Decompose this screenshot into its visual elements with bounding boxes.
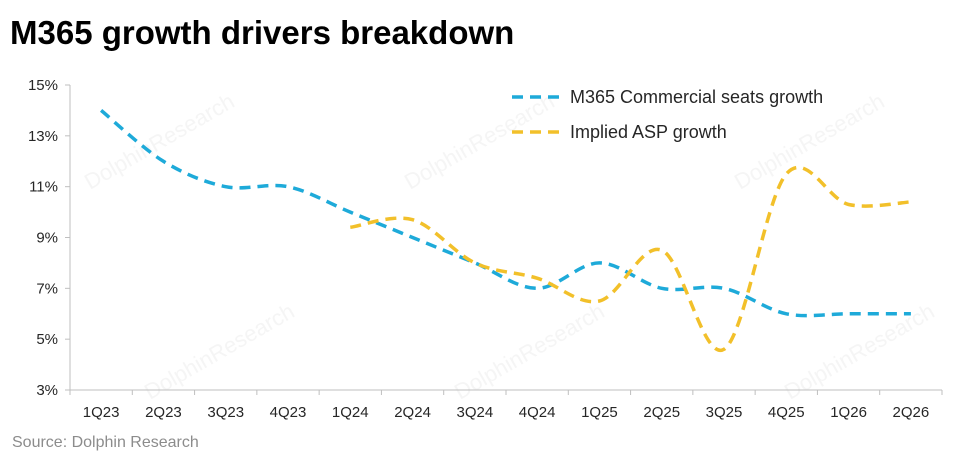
series-line-seats-growth	[99, 109, 911, 318]
x-tick-label: 3Q23	[207, 404, 244, 421]
source-note: Source: Dolphin Research	[12, 434, 199, 451]
svg-text:DolphinResearch: DolphinResearch	[400, 88, 559, 194]
x-tick-label: 4Q23	[270, 404, 307, 421]
x-tick-label: 4Q24	[519, 404, 556, 421]
series-line-asp-growth	[350, 165, 912, 353]
svg-text:DolphinResearch: DolphinResearch	[80, 88, 239, 194]
x-tick-label: 1Q24	[332, 404, 369, 421]
watermarks: DolphinResearch DolphinResearch DolphinR…	[80, 88, 939, 404]
legend-label: M365 Commercial seats growth	[570, 87, 823, 107]
y-tick-label: 7%	[36, 280, 58, 297]
x-tick-label: 2Q23	[145, 404, 182, 421]
y-tick-label: 11%	[29, 179, 58, 196]
x-tick-label: 1Q26	[830, 404, 867, 421]
x-axis: 1Q23 2Q23 3Q23 4Q23 1Q24 2Q24 3Q24 4Q24 1Q25 2Q25…	[69, 389, 943, 421]
x-tick-label: 4Q25	[768, 404, 805, 421]
x-tick-label: 2Q26	[893, 404, 930, 421]
svg-text:DolphinResearch: DolphinResearch	[140, 298, 299, 404]
series-lines	[99, 109, 912, 353]
legend-label: Implied ASP growth	[570, 122, 727, 142]
y-tick-label: 5%	[36, 331, 58, 348]
x-tick-label: 2Q24	[394, 404, 431, 421]
x-tick-label: 3Q25	[706, 404, 743, 421]
y-tick-label: 9%	[36, 230, 58, 247]
legend: M365 Commercial seats growth Implied ASP …	[512, 87, 823, 142]
x-tick-label: 1Q25	[581, 404, 618, 421]
x-tick-label: 2Q25	[643, 404, 680, 421]
x-tick-label: 1Q23	[83, 404, 120, 421]
chart-title: M365 growth drivers breakdown	[10, 14, 515, 51]
y-axis: 3% 5% 7% 9% 11% 13% 15%	[28, 77, 71, 399]
y-tick-label: 15%	[28, 77, 58, 94]
y-tick-label: 13%	[28, 128, 58, 145]
y-tick-label: 3%	[36, 382, 58, 399]
x-tick-label: 3Q24	[457, 404, 494, 421]
svg-text:DolphinResearch: DolphinResearch	[450, 298, 609, 404]
